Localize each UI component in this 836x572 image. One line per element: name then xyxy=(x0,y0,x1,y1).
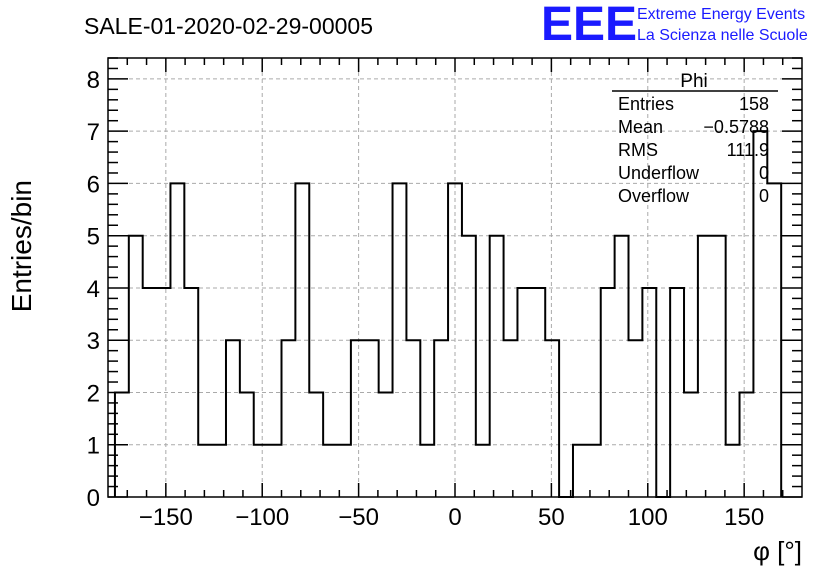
stats-box: Phi Entries 158 Mean −0.5788 RMS 111.9 Underfl… xyxy=(612,71,778,206)
y-tick-label: 0 xyxy=(87,485,100,512)
histogram-bin xyxy=(323,445,337,497)
stats-value: 158 xyxy=(739,94,769,114)
stats-label: Entries xyxy=(618,94,674,114)
x-tick-label: 50 xyxy=(538,504,565,531)
x-tick-label: −150 xyxy=(139,504,193,531)
histogram-bin xyxy=(129,236,143,497)
stats-value: −0.5788 xyxy=(703,117,769,137)
y-tick-label: 4 xyxy=(87,276,100,303)
histogram-bin xyxy=(226,340,240,497)
histogram-bin xyxy=(490,236,504,497)
histogram-bin xyxy=(337,445,351,497)
histogram-bin xyxy=(615,236,629,497)
stats-rows: Entries 158 Mean −0.5788 RMS 111.9 Underflow 0 O… xyxy=(618,94,769,206)
y-axis-label: Entries/bin xyxy=(6,180,37,312)
histogram-bin xyxy=(545,340,559,497)
y-tick-label: 1 xyxy=(87,433,100,460)
histogram-bin xyxy=(587,445,601,497)
stats-box-title: Phi xyxy=(680,71,707,92)
y-tick-label: 7 xyxy=(87,119,100,146)
histogram-bin xyxy=(434,340,448,497)
histogram-bin xyxy=(351,340,365,497)
histogram-bin xyxy=(504,340,518,497)
grid-lines xyxy=(108,58,802,497)
histogram-bin xyxy=(629,340,643,497)
histogram-bin xyxy=(198,445,212,497)
histogram-bin xyxy=(698,236,712,497)
y-tick-label: 2 xyxy=(87,380,100,407)
histogram-bin xyxy=(476,445,490,497)
axis-ticks xyxy=(108,57,802,498)
eee-logo-line1: Extreme Energy Events xyxy=(637,6,805,23)
histogram-bin xyxy=(406,340,420,497)
stats-label: Overflow xyxy=(618,186,690,206)
histogram-bin xyxy=(573,445,587,497)
stats-label: Underflow xyxy=(618,163,700,183)
y-tick-label: 8 xyxy=(87,67,100,94)
histogram-bin xyxy=(712,236,726,497)
x-tick-label: 0 xyxy=(448,504,461,531)
x-axis-label: φ [°] xyxy=(753,536,802,566)
stats-value: 0 xyxy=(759,163,769,183)
stats-value: 0 xyxy=(759,186,769,206)
stats-value: 111.9 xyxy=(727,140,769,160)
x-tick-label: 150 xyxy=(724,504,764,531)
histogram-outline xyxy=(113,130,783,498)
y-tick-label: 3 xyxy=(87,328,100,355)
histogram-bin xyxy=(420,445,434,497)
stats-label: RMS xyxy=(618,140,658,160)
y-tick-labels: 0 1 2 3 4 5 6 7 8 xyxy=(87,67,100,512)
eee-logo-mark: EEE xyxy=(541,0,637,51)
histogram-bin xyxy=(726,445,740,497)
histogram-bin xyxy=(268,445,282,497)
y-tick-label: 6 xyxy=(87,171,100,198)
chart-title: SALE-01-2020-02-29-00005 xyxy=(84,13,373,39)
y-tick-label: 5 xyxy=(87,224,100,251)
eee-logo-line2: La Scienza nelle Scuole xyxy=(637,27,808,44)
histogram-bin xyxy=(212,445,226,497)
x-tick-label: −50 xyxy=(338,504,379,531)
stats-label: Mean xyxy=(618,117,663,137)
x-tick-labels: −150 −100 −50 0 50 100 150 xyxy=(139,504,764,531)
histogram-bin xyxy=(365,340,379,497)
eee-logo: EEE Extreme Energy Events La Scienza nel… xyxy=(541,0,808,51)
histogram-bin xyxy=(254,445,268,497)
x-tick-label: −100 xyxy=(235,504,289,531)
histogram-bin xyxy=(462,236,476,497)
histogram-bin xyxy=(282,340,296,497)
x-tick-label: 100 xyxy=(628,504,668,531)
